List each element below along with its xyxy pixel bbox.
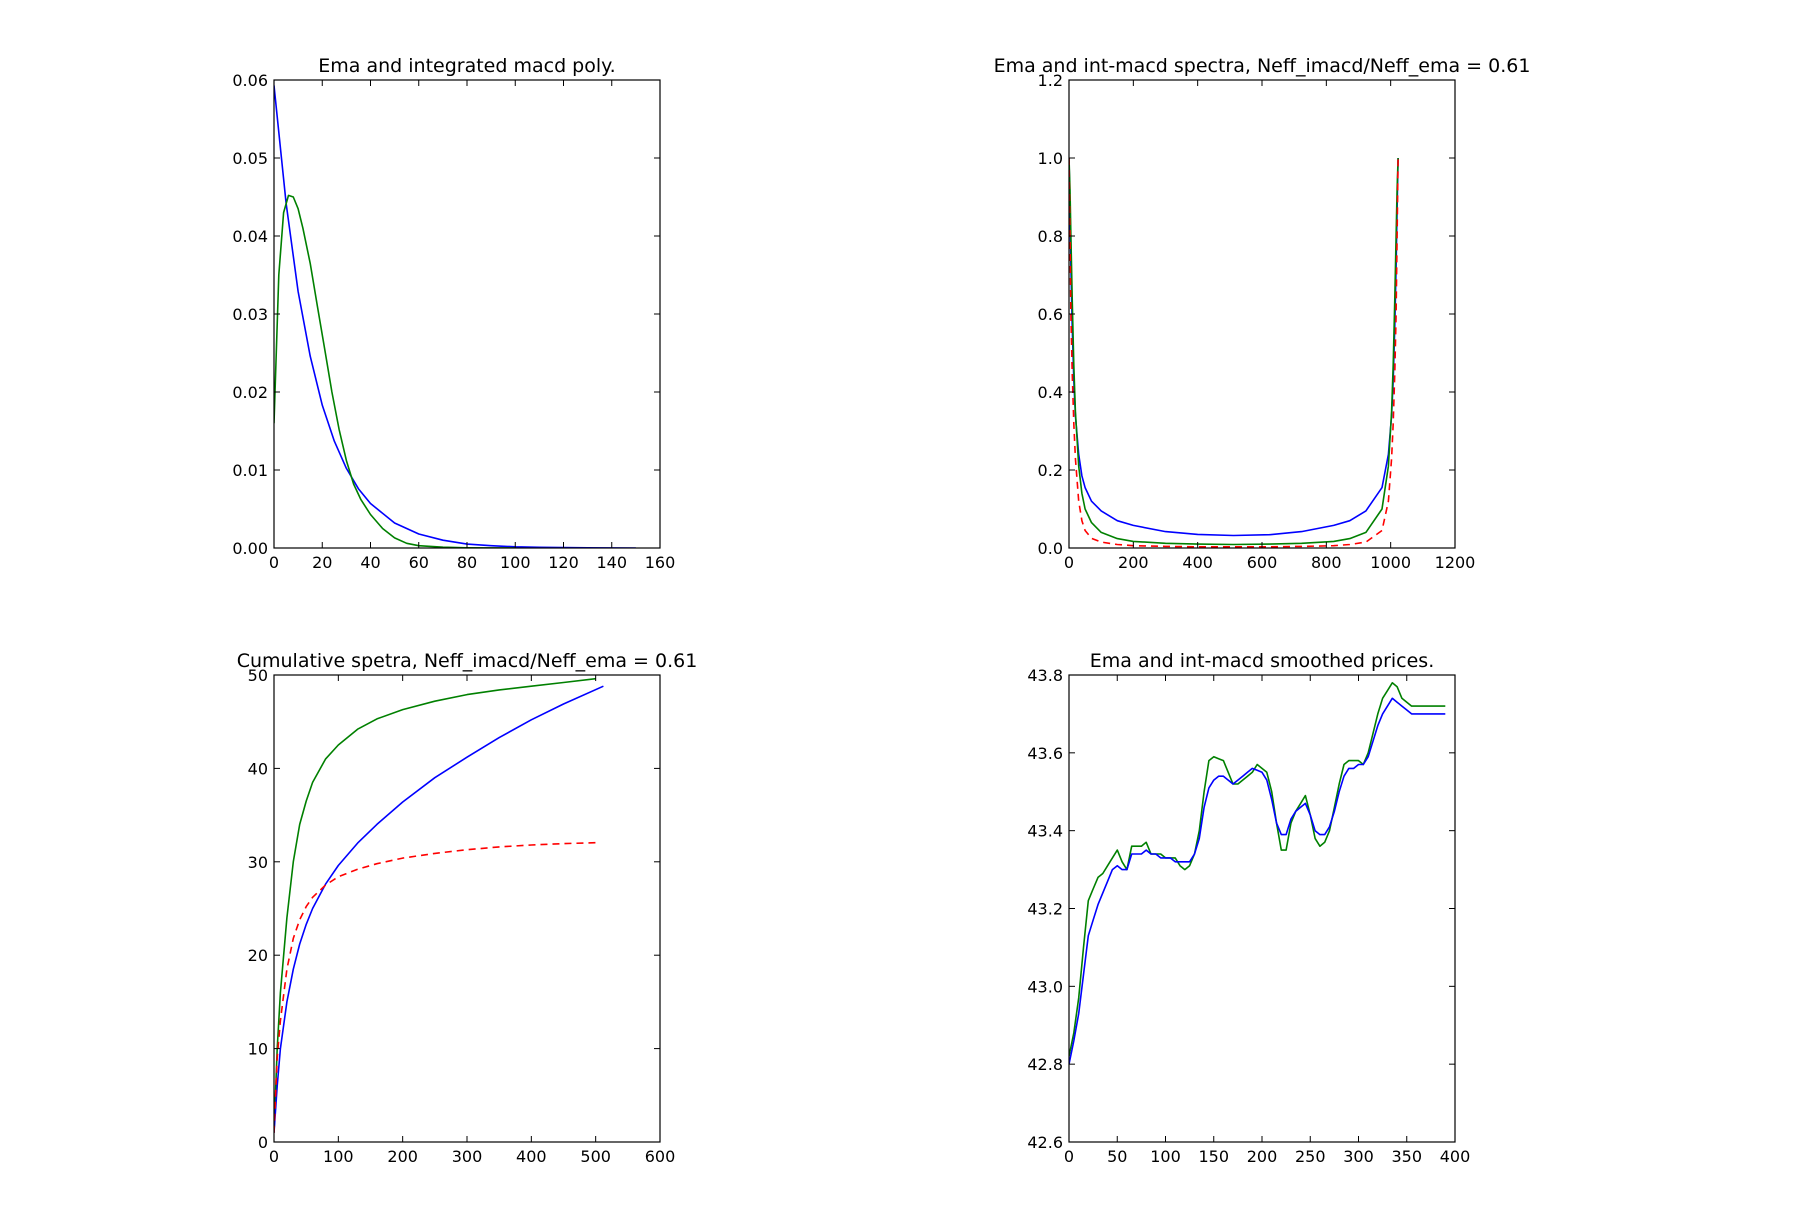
y-tick-label: 43.0 [1027, 977, 1063, 996]
x-tick-label: 120 [548, 553, 579, 572]
x-tick-label: 60 [409, 553, 429, 572]
y-tick-label: 42.8 [1027, 1055, 1063, 1074]
x-tick-label: 0 [1064, 553, 1074, 572]
y-tick-label: 43.8 [1027, 666, 1063, 685]
y-tick-label: 0.4 [1038, 383, 1063, 402]
x-tick-label: 140 [596, 553, 627, 572]
chart-title: Cumulative spetra, Neff_imacd/Neff_ema =… [237, 650, 698, 672]
series-line-2 [274, 194, 516, 548]
x-tick-label: 300 [1343, 1147, 1374, 1166]
y-tick-label: 0.0 [1038, 539, 1063, 558]
y-tick-label: 50 [248, 666, 268, 685]
x-tick-label: 600 [1247, 553, 1278, 572]
x-tick-label: 0 [1064, 1147, 1074, 1166]
y-tick-label: 0.8 [1038, 227, 1063, 246]
y-tick-label: 43.4 [1027, 822, 1063, 841]
series-line-3 [1069, 157, 1399, 548]
x-tick-label: 200 [387, 1147, 418, 1166]
series-line-2 [274, 685, 604, 1133]
x-tick-label: 400 [516, 1147, 547, 1166]
x-tick-label: 100 [500, 553, 531, 572]
x-tick-label: 300 [452, 1147, 483, 1166]
series-group [1069, 681, 1446, 1065]
chart-panels: Ema and integrated macd poly. 0 20 40 60 80 10… [232, 55, 1530, 1166]
x-tick-label: 80 [457, 553, 477, 572]
x-tick-label: 50 [1107, 1147, 1127, 1166]
x-tick-label: 160 [645, 553, 676, 572]
x-tick-label: 1200 [1435, 553, 1476, 572]
x-tick-label: 600 [645, 1147, 676, 1166]
x-tick-label: 250 [1295, 1147, 1326, 1166]
x-tick-label: 20 [312, 553, 332, 572]
y-tick-label: 20 [248, 946, 268, 965]
series-line-2 [1069, 697, 1446, 1065]
y-tick-label: 0.06 [232, 71, 268, 90]
y-tick-label: 0.04 [232, 227, 268, 246]
series-line-1 [274, 677, 596, 1133]
y-tick-label: 43.6 [1027, 744, 1063, 763]
y-tick-label: 40 [248, 759, 268, 778]
chart-panel-2: Ema and int-macd spectra, Neff_imacd/Nef… [994, 55, 1531, 572]
y-tick-label: 0.05 [232, 149, 268, 168]
chart-panel-3: Cumulative spetra, Neff_imacd/Neff_ema =… [237, 650, 698, 1166]
y-tick-label: 30 [248, 853, 268, 872]
y-tick-label: 1.2 [1038, 71, 1063, 90]
chart-panel-4: Ema and int-macd smoothed prices. 0 50 100 1… [1027, 650, 1470, 1166]
y-tick-label: 42.6 [1027, 1133, 1063, 1152]
x-tick-label: 150 [1198, 1147, 1229, 1166]
x-tick-label: 800 [1311, 553, 1342, 572]
x-tick-label: 200 [1118, 553, 1149, 572]
y-tick-label: 10 [248, 1040, 268, 1059]
y-tick-label: 43.2 [1027, 900, 1063, 919]
y-tick-label: 0.2 [1038, 461, 1063, 480]
x-tick-label: 350 [1391, 1147, 1422, 1166]
chart-panel-1: Ema and integrated macd poly. 0 20 40 60 80 10… [232, 55, 675, 572]
x-tick-label: 400 [1182, 553, 1213, 572]
x-tick-label: 100 [1150, 1147, 1181, 1166]
x-tick-label: 100 [323, 1147, 354, 1166]
chart-title: Ema and int-macd smoothed prices. [1090, 650, 1434, 672]
x-tick-label: 0 [269, 1147, 279, 1166]
y-tick-label: 1.0 [1038, 149, 1063, 168]
y-tick-label: 0.03 [232, 305, 268, 324]
x-tick-label: 400 [1440, 1147, 1471, 1166]
y-tick-label: 0.6 [1038, 305, 1063, 324]
y-tick-label: 0.01 [232, 461, 268, 480]
x-tick-label: 200 [1247, 1147, 1278, 1166]
x-tick-label: 1000 [1370, 553, 1411, 572]
y-tick-label: 0.00 [232, 539, 268, 558]
series-line-3 [274, 841, 596, 1133]
x-tick-label: 0 [269, 553, 279, 572]
x-tick-label: 500 [580, 1147, 611, 1166]
chart-title: Ema and integrated macd poly. [318, 55, 615, 77]
series-group [274, 677, 604, 1133]
y-tick-label: 0 [258, 1133, 268, 1152]
x-tick-label: 40 [360, 553, 380, 572]
series-line-1 [1069, 681, 1446, 1057]
chart-title: Ema and int-macd spectra, Neff_imacd/Nef… [994, 55, 1531, 77]
y-tick-label: 0.02 [232, 383, 268, 402]
